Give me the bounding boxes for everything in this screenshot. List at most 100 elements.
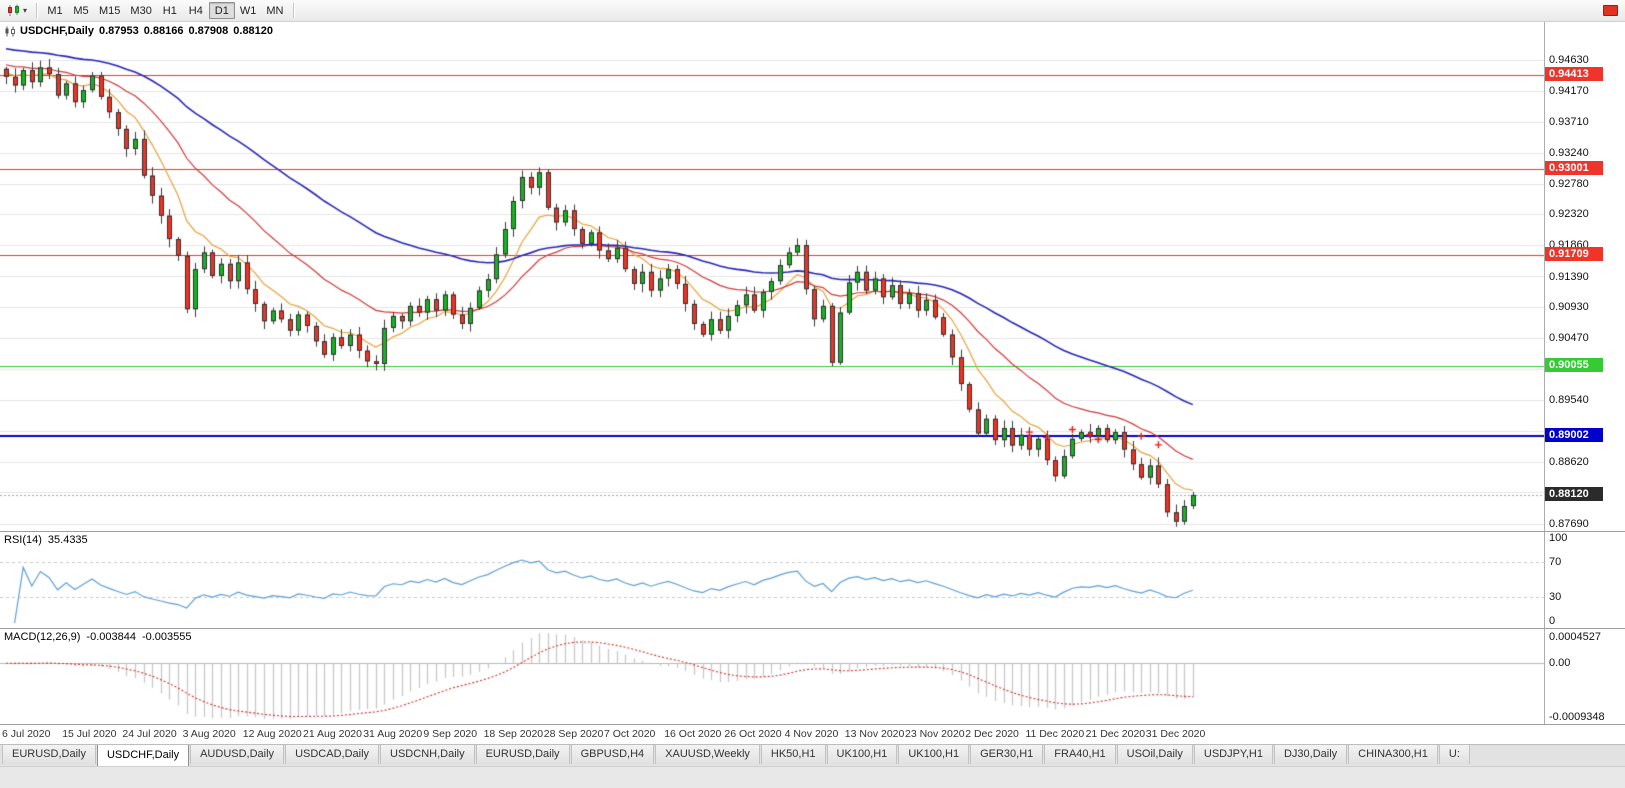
chart-tab-usoil-daily[interactable]: USOil,Daily [1116, 745, 1193, 764]
price-axis[interactable]: 0.94630 0.94170 0.93710 0.93240 0.92780 0.923… [1544, 22, 1625, 531]
date-axis-label: 28 Sep 2020 [543, 728, 604, 740]
timeframe-button-m5[interactable]: M5 [73, 5, 89, 17]
rsi-axis-label: 30 [1549, 590, 1562, 603]
price-axis-label: 0.91390 [1549, 270, 1589, 283]
rsi-label: RSI(14) 35.4335 [4, 534, 94, 546]
timeframe-buttons: M1 M5 M15 M30 H1 H4 D1 W1 MN [42, 2, 288, 19]
rsi-canvas[interactable] [0, 532, 1544, 628]
chart-tab-eurusd-daily[interactable]: EURUSD,Daily [2, 745, 96, 764]
timeframe-button-m30[interactable]: M30 [130, 5, 152, 17]
macd-axis[interactable]: 0.0004527 0.00 -0.0009348 [1544, 629, 1625, 724]
timeframe-button-mn[interactable]: MN [266, 5, 284, 17]
date-axis-label: 21 Dec 2020 [1085, 728, 1146, 740]
timeframe-button-d1[interactable]: D1 [208, 2, 235, 19]
price-axis-label: 0.94170 [1549, 84, 1589, 97]
chevron-down-icon: ▾ [23, 6, 28, 15]
current-price-label: 0.88120 [1545, 486, 1603, 501]
timeframe-button-m15[interactable]: M15 [99, 5, 121, 17]
date-axis[interactable]: 6 Jul 2020 15 Jul 2020 24 Jul 2020 3 Aug 20… [0, 724, 1625, 744]
status-bar [0, 766, 1625, 788]
chart-tab-eurusd-daily[interactable]: EURUSD,Daily [475, 745, 570, 764]
date-axis-label: 9 Sep 2020 [423, 728, 478, 740]
date-axis-label: 18 Sep 2020 [483, 728, 544, 740]
macd-canvas[interactable] [0, 629, 1544, 724]
chart-tab-bar: EURUSD,Daily USDCHF,Daily AUDUSD,Daily USDC… [0, 744, 1625, 766]
date-axis-label: 2 Dec 2020 [965, 728, 1019, 740]
main-price-pane: USDCHF,Daily 0.87953 0.88166 0.87908 0.8… [0, 22, 1625, 531]
price-axis-label: 0.90470 [1549, 331, 1589, 344]
date-axis-label: 3 Aug 2020 [182, 728, 236, 740]
price-axis-label: 0.94630 [1549, 54, 1589, 67]
date-axis-label: 15 Jul 2020 [62, 728, 117, 740]
rsi-axis-label: 0 [1549, 615, 1556, 627]
macd-main-value: -0.003844 [86, 631, 136, 643]
chart-tab-u-[interactable]: U: [1438, 745, 1470, 764]
timeframe-button-h1[interactable]: H1 [162, 5, 177, 17]
date-axis-label: 31 Aug 2020 [363, 728, 423, 740]
timeframe-toolbar: ▾ M1 M5 M15 M30 H1 H4 D1 W1 MN [0, 0, 1625, 22]
macd-pane: MACD(12,26,9) -0.003844 -0.003555 0.0004… [0, 628, 1625, 724]
date-axis-label: 12 Aug 2020 [242, 728, 302, 740]
chart-tab-usdjpy-h1[interactable]: USDJPY,H1 [1193, 745, 1273, 764]
price-axis-label: 0.88620 [1549, 455, 1589, 468]
date-axis-label: 24 Jul 2020 [122, 728, 177, 740]
chart-tab-usdcnh-daily[interactable]: USDCNH,Daily [380, 745, 475, 764]
low-value: 0.87908 [188, 25, 229, 37]
chart-tab-hk50-h1[interactable]: HK50,H1 [760, 745, 826, 764]
rsi-axis-label: 100 [1549, 532, 1568, 544]
price-axis-label: 0.87690 [1549, 517, 1589, 530]
main-chart-canvas[interactable] [0, 22, 1544, 531]
symbol-label: USDCHF,Daily [20, 25, 94, 37]
close-value: 0.88120 [233, 25, 274, 37]
resistance-price-label: 0.91709 [1545, 247, 1603, 262]
rsi-axis-label: 70 [1549, 556, 1562, 569]
timeframe-button-h4[interactable]: H4 [188, 5, 203, 17]
macd-name: MACD(12,26,9) [4, 631, 81, 643]
date-axis-label: 23 Nov 2020 [905, 728, 965, 740]
macd-axis-label: -0.0009348 [1549, 711, 1605, 723]
high-value: 0.88166 [143, 25, 184, 37]
chart-tab-audusd-daily[interactable]: AUDUSD,Daily [190, 745, 285, 764]
price-axis-label: 0.93240 [1549, 146, 1589, 159]
rsi-name: RSI(14) [4, 534, 42, 546]
timeframe-button-w1[interactable]: W1 [239, 5, 257, 17]
chart-tabs: EURUSD,Daily USDCHF,Daily AUDUSD,Daily USDC… [2, 745, 1625, 766]
toolbar-separator [36, 3, 38, 18]
macd-axis-label: 0.0004527 [1549, 631, 1601, 643]
chart-tab-china300-h1[interactable]: CHINA300,H1 [1348, 745, 1438, 764]
chart-tab-dj30-daily[interactable]: DJ30,Daily [1273, 745, 1348, 764]
rsi-axis[interactable]: 100 70 30 0 [1544, 532, 1625, 628]
resistance-price-label: 0.93001 [1545, 160, 1603, 175]
chart-tab-uk100-h1[interactable]: UK100,H1 [826, 745, 898, 764]
support-price-label: 0.90055 [1545, 357, 1603, 372]
red-indicator-icon[interactable] [1603, 5, 1618, 16]
price-axis-label: 0.89540 [1549, 394, 1589, 407]
date-axis-label: 31 Dec 2020 [1145, 728, 1206, 740]
macd-axis-label: 0.00 [1549, 657, 1571, 670]
date-axis-label: 16 Oct 2020 [664, 728, 722, 740]
date-axis-label: 7 Oct 2020 [604, 728, 656, 740]
date-axis-label: 21 Aug 2020 [303, 728, 362, 740]
chart-tab-ger30-h1[interactable]: GER30,H1 [970, 745, 1044, 764]
chart-type-icon[interactable]: ▾ [3, 2, 31, 19]
rsi-value: 35.4335 [47, 534, 88, 546]
date-axis-label: 11 Dec 2020 [1025, 728, 1085, 740]
toolbar-separator [293, 3, 295, 18]
chart-tab-fra40-h1[interactable]: FRA40,H1 [1044, 745, 1116, 764]
chart-tab-usdchf-daily[interactable]: USDCHF,Daily [96, 745, 190, 766]
key-level-price-label: 0.89002 [1545, 428, 1603, 442]
date-axis-label: 13 Nov 2020 [844, 728, 905, 740]
price-axis-label: 0.92320 [1549, 208, 1589, 221]
chart-tab-gbpusd-h4[interactable]: GBPUSD,H4 [570, 745, 655, 764]
chart-tab-usdcad-daily[interactable]: USDCAD,Daily [285, 745, 380, 764]
price-axis-label: 0.93710 [1549, 115, 1589, 128]
timeframe-button-m1[interactable]: M1 [47, 5, 63, 17]
date-axis-label: 26 Oct 2020 [724, 728, 782, 740]
date-axis-label: 4 Nov 2020 [784, 728, 839, 740]
chart-tab-uk100-h1[interactable]: UK100,H1 [898, 745, 970, 764]
chart-tab-xauusd-weekly[interactable]: XAUUSD,Weekly [655, 745, 760, 764]
chart-ohlc-header: USDCHF,Daily 0.87953 0.88166 0.87908 0.8… [4, 25, 278, 37]
resistance-price-label: 0.94413 [1545, 66, 1603, 81]
candlestick-icon [5, 26, 15, 36]
